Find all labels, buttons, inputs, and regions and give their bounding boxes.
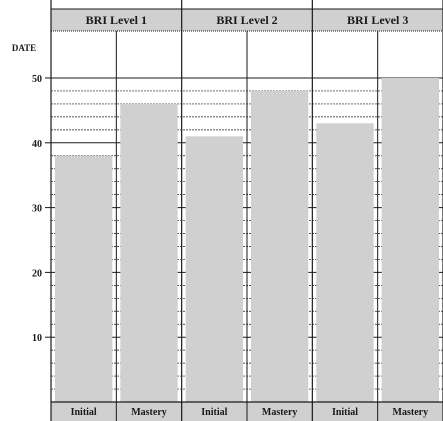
bar-3-mastery [381,78,439,402]
y-tick-label: 10 [32,333,42,344]
header-band [51,9,443,31]
y-tick-label: 50 [32,74,42,85]
level-header-label: BRI Level 3 [347,13,408,27]
bar-1-initial [55,155,113,402]
bar-2-initial [185,136,243,402]
category-label: Initial [201,407,227,418]
level-header-label: BRI Level 1 [86,13,147,27]
bar-2-mastery [251,90,309,403]
chart-frame [45,0,443,421]
category-label: Mastery [131,407,167,418]
y-axis-title: DATE [12,43,36,53]
bar-3-initial [316,123,374,403]
level-header-label: BRI Level 2 [216,13,277,27]
category-label: Initial [71,407,97,418]
chart-bars [55,78,439,403]
category-label: Mastery [393,407,429,418]
category-label: Initial [332,407,358,418]
y-tick-label: 30 [32,204,42,215]
y-tick-label: 40 [32,139,42,150]
chart-labels: DATE 10 20 30 40 50 BRI Level 1 Initial Mastery… [12,13,428,418]
bar-1-mastery [120,103,178,403]
y-tick-label: 20 [32,268,42,279]
category-label: Mastery [262,407,298,418]
